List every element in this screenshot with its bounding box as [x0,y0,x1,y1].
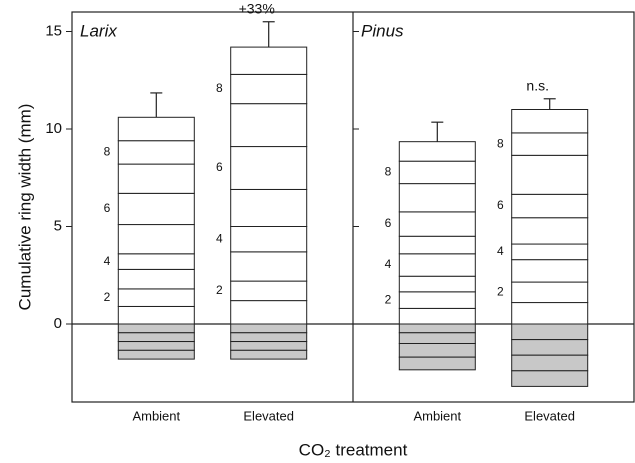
bar-segment [230,103,308,148]
bar-segment-negative [117,341,195,351]
bar-segment [117,288,195,307]
bar-segment-negative [117,349,195,360]
segment-label: 4 [497,244,504,258]
panel-label: Larix [80,21,117,40]
bar-segment [398,183,476,213]
bar-segment-negative [511,323,589,341]
bar-segment [398,275,476,293]
y-tick-label: 5 [54,217,62,234]
bar-segment-negative [398,332,476,344]
bar-segment [511,281,589,304]
bar-segment [511,243,589,261]
bar-segment-negative [230,349,308,360]
segment-label: 4 [104,254,111,268]
bar-segment [117,163,195,194]
bar-segment [398,160,476,185]
y-tick-label: 15 [45,22,62,39]
y-tick-label: 0 [54,315,62,332]
segment-label: 8 [385,165,392,179]
bar-segment [511,132,589,156]
segment-label: 8 [497,136,504,150]
bar-segment [230,46,308,75]
bar-segment-negative [398,323,476,334]
bar-segment [511,302,589,325]
segment-label: 2 [497,284,504,298]
bar-segment-negative [230,323,308,334]
bar-segment [511,109,589,134]
bar-segment [511,193,589,219]
segment-label: 2 [104,290,111,304]
bar-segment [511,154,589,195]
y-tick-label: 10 [45,120,62,137]
segment-label: 6 [216,160,223,174]
bar-segment [230,188,308,227]
x-tick-label: Elevated [243,408,294,423]
bar-segment [398,253,476,277]
x-tick-label: Ambient [132,408,180,423]
segment-label: 8 [104,145,111,159]
segment-label: 6 [497,198,504,212]
bar-segment [230,300,308,325]
bar-segment [230,146,308,190]
bar-segment-negative [511,370,589,387]
bar-segment [117,305,195,325]
bar-segment [117,268,195,290]
bar-segment-negative [117,332,195,343]
segment-label: 4 [385,257,392,271]
annotation: +33% [239,0,275,16]
bar-segment-negative [511,339,589,356]
bar-segment-negative [117,323,195,334]
bar-segment-negative [230,332,308,343]
bar-segment [398,141,476,162]
segment-label: 6 [385,216,392,230]
segment-label: 4 [216,231,223,245]
x-tick-label: Ambient [413,408,461,423]
bar-segment [230,73,308,105]
bar-segment-negative [398,356,476,371]
bar-segment [398,307,476,325]
segment-label: 2 [385,292,392,306]
bar-segment-negative [398,343,476,358]
bar-segment-negative [230,341,308,351]
bar-segment [117,192,195,226]
segment-label: 8 [216,81,223,95]
bar-segment [511,217,589,245]
segment-label: 2 [216,283,223,297]
bar-segment [398,211,476,237]
x-axis-label: CO₂ treatment [299,440,408,459]
bar-segment [230,280,308,302]
annotation: n.s. [526,77,549,93]
bar-segment [511,259,589,283]
bar-segment [230,226,308,253]
bar-segment [230,251,308,282]
bar-segment [398,235,476,255]
bar-segment [117,116,195,142]
bar-segment [117,140,195,165]
bar-segment [117,224,195,255]
x-tick-label: Elevated [524,408,575,423]
bar-segment [117,253,195,270]
y-axis-label: Cumulative ring width (mm) [15,104,34,311]
segment-label: 6 [104,201,111,215]
bar-segment-negative [511,354,589,372]
panel-label: Pinus [361,21,404,40]
bar-segment [398,291,476,309]
